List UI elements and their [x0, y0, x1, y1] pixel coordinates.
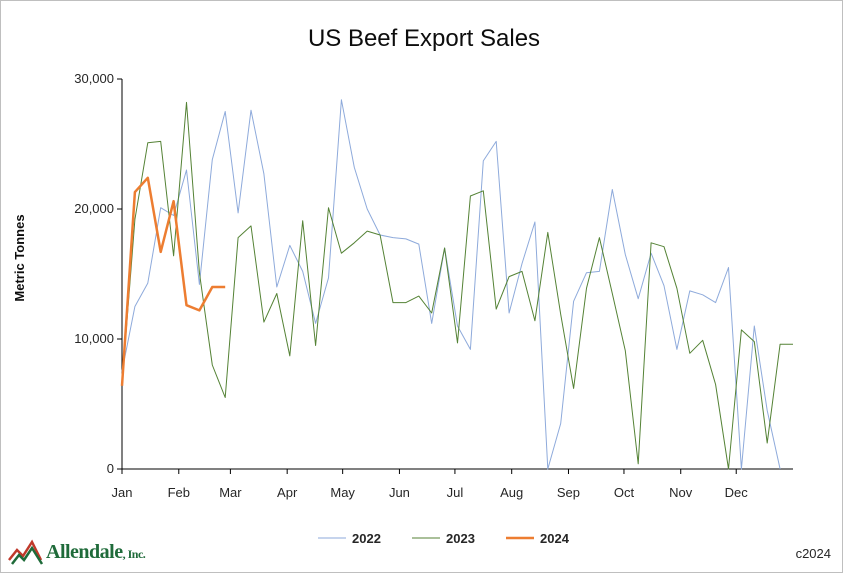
x-axis: Jan Feb Mar Apr May Jun Jul Aug Sep Oct Nov Dec [112, 468, 793, 500]
chart-title: US Beef Export Sales [308, 25, 540, 52]
copyright-text: c2024 [795, 546, 831, 561]
x-tick-label: Oct [614, 485, 635, 500]
x-tick-label: Apr [277, 485, 298, 500]
x-tick-label: Dec [725, 485, 749, 500]
y-tick-label: 30,000 [74, 71, 114, 86]
y-axis-label: Metric Tonnes [12, 214, 27, 301]
x-tick-label: Mar [219, 485, 242, 500]
x-tick-label: Jan [112, 485, 133, 500]
logo-name: Allendale [46, 541, 123, 563]
x-tick-label: Jun [389, 485, 410, 500]
x-tick-label: Sep [557, 485, 580, 500]
legend-label-2024: 2024 [540, 531, 570, 546]
y-tick-label: 20,000 [74, 201, 114, 216]
legend: 2022 2023 2024 [318, 531, 570, 546]
logo-wordmark: Allendale, Inc. [46, 541, 146, 564]
legend-label-2023: 2023 [446, 531, 475, 546]
legend-label-2022: 2022 [352, 531, 381, 546]
y-tick-label: 0 [107, 461, 114, 476]
x-tick-label: Nov [669, 485, 693, 500]
y-tick-label: 10,000 [74, 331, 114, 346]
plot-area [120, 99, 793, 470]
series-line-2024 [120, 176, 226, 386]
x-tick-label: Aug [500, 485, 523, 500]
series-line-2022 [121, 99, 781, 470]
logo-suffix: , Inc. [122, 547, 146, 561]
y-axis: 0 10,000 20,000 30,000 [74, 71, 123, 476]
series-line-2023 [121, 101, 793, 470]
x-tick-label: May [330, 485, 355, 500]
company-logo: Allendale, Inc. [8, 538, 168, 568]
x-tick-label: Jul [447, 485, 464, 500]
x-tick-label: Feb [168, 485, 190, 500]
logo-mark-icon [8, 539, 44, 565]
